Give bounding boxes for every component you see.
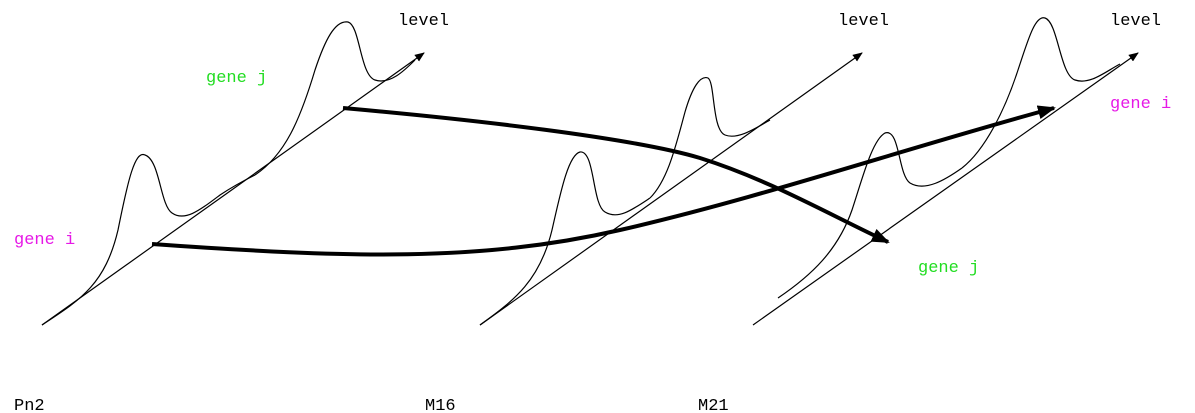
sample-label-m21: M21 — [698, 397, 729, 413]
level-axis-pn2 — [41, 52, 425, 326]
gene-j-distribution-m16 — [649, 77, 771, 199]
level-axis-m16 — [479, 52, 863, 326]
axis-label-level-m21: level — [1110, 12, 1161, 31]
gene-i-distribution-m21 — [961, 17, 1121, 169]
gene-j-distribution-m21 — [777, 132, 963, 299]
gene-i-distribution-m16 — [479, 151, 651, 326]
gene-j-label-pn2: gene j — [206, 69, 267, 88]
gene-i-distribution-pn2 — [41, 153, 256, 326]
gene-j-label-m21: gene j — [918, 259, 979, 278]
gene-i-label-pn2: gene i — [14, 231, 75, 250]
gene-i-label-m21: gene i — [1110, 95, 1171, 114]
panel-m21: level gene i gene j M21 — [698, 12, 1171, 413]
panel-pn2: level gene j gene i Pn2 — [14, 12, 449, 413]
axis-label-level-m16: level — [838, 12, 889, 31]
level-axis-m21 — [752, 52, 1139, 326]
gene-i-transition-arrow — [151, 105, 1056, 257]
sample-label-pn2: Pn2 — [14, 397, 45, 413]
gene-j-transition-arrow — [342, 106, 890, 244]
panel-m16: level M16 — [425, 12, 889, 413]
gene-j-distribution-pn2 — [254, 21, 416, 176]
axis-label-level-pn2: level — [398, 12, 449, 31]
sample-label-m16: M16 — [425, 397, 456, 413]
